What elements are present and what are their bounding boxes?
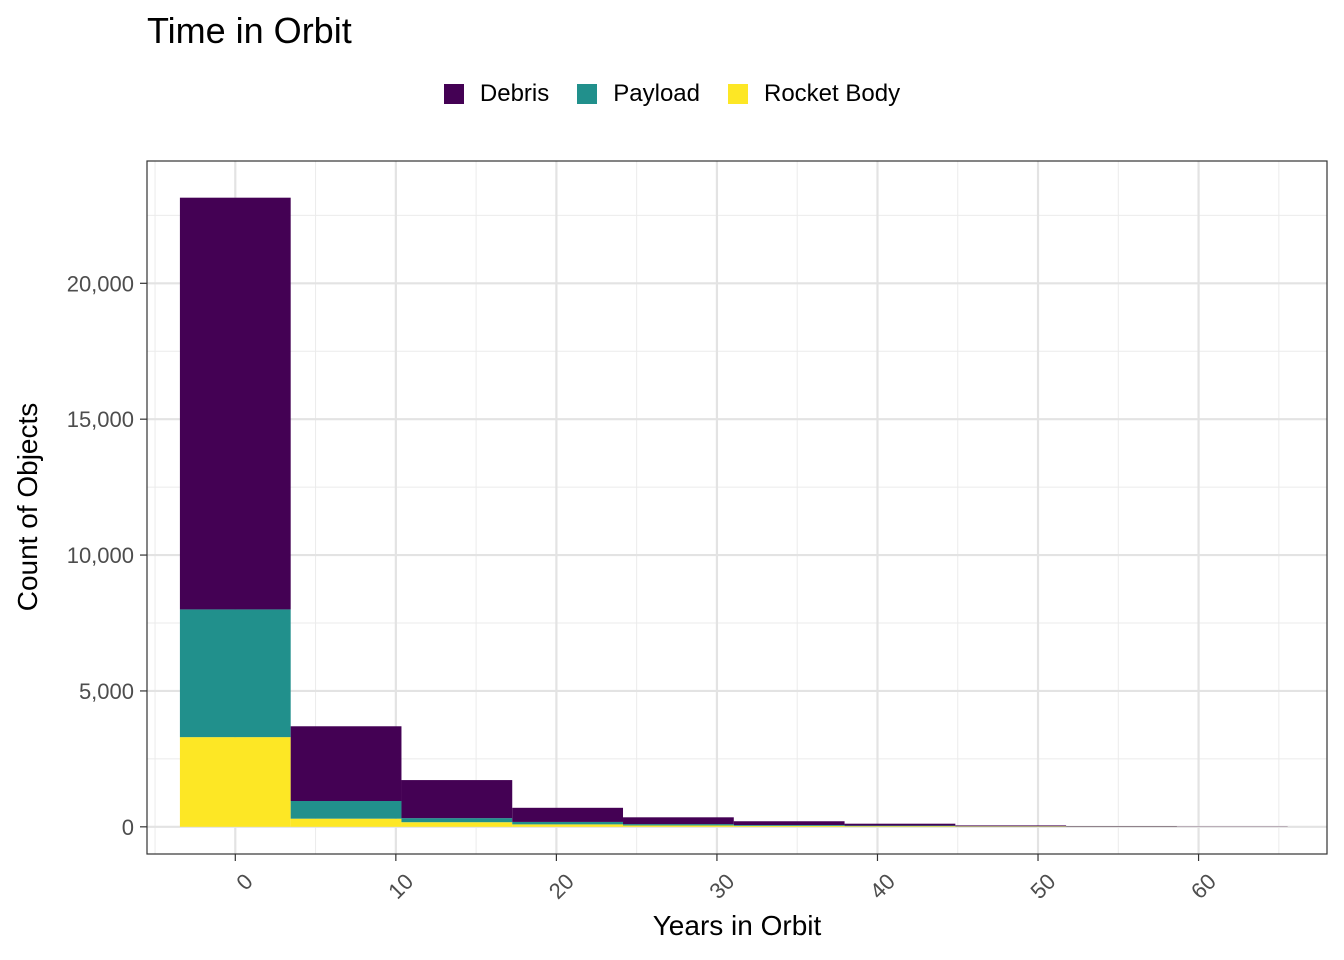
bar-payload-bin-5 [733,825,845,826]
bar-debris-bin-2 [401,780,513,819]
bar-rocket-body-bin-5 [733,825,845,827]
bar-payload-bin-6 [844,825,956,827]
bar-rocket-body-bin-3 [512,824,624,827]
y-tick-label: 5,000 [79,679,134,704]
y-tick-label: 20,000 [67,271,134,296]
bar-debris-bin-0 [179,197,291,610]
bar-debris-bin-6 [844,823,956,826]
bar-debris-bin-1 [290,726,402,802]
bar-rocket-body-bin-6 [844,826,956,827]
y-tick-label: 0 [122,815,134,840]
legend-item-rocket-body: Rocket Body [728,80,900,108]
bar-payload-bin-4 [623,824,734,826]
y-tick-label: 10,000 [67,543,134,568]
y-axis-label: Count of Objects [12,402,43,612]
bar-debris-bin-4 [623,817,734,825]
legend-label-rocket-body: Rocket Body [764,80,901,107]
x-tick-label: 20 [544,869,579,904]
bar-payload-bin-2 [401,818,513,823]
x-axis-label: Years in Orbit [652,910,822,941]
legend-key-payload [577,84,598,104]
bar-rocket-body-bin-1 [290,818,402,827]
bars [179,197,1288,827]
legend-item-payload: Payload [577,80,700,108]
bar-rocket-body-bin-0 [179,737,291,827]
bar-payload-bin-0 [179,609,291,738]
bar-rocket-body-bin-4 [623,825,734,827]
chart-title: Time in Orbit [147,10,352,51]
panel-border [146,160,1328,855]
bar-debris-bin-3 [512,807,624,822]
x-tick-label: 40 [865,869,900,904]
bar-debris-bin-7 [955,825,1067,827]
bar-debris-bin-5 [733,821,845,826]
x-tick-label: 0 [231,869,257,895]
legend-key-debris [443,84,464,104]
y-tick-label: 15,000 [67,407,134,432]
legend: Debris Payload Rocket Body [0,80,1344,108]
bar-rocket-body-bin-2 [401,822,513,827]
legend-label-payload: Payload [613,80,700,107]
legend-item-debris: Debris [443,80,550,108]
x-tick-label: 50 [1025,869,1060,904]
legend-label-debris: Debris [479,80,550,107]
x-tick-label: 30 [704,869,739,904]
bar-payload-bin-1 [290,801,402,819]
legend-key-rocket-body [728,84,748,104]
axes: 0 5,000 10,000 15,000 20,000 0 10 20 30 40 50 60 [67,271,1221,903]
x-tick-label: 60 [1186,869,1221,904]
x-tick-label: 10 [383,869,418,904]
bar-payload-bin-3 [512,821,624,825]
